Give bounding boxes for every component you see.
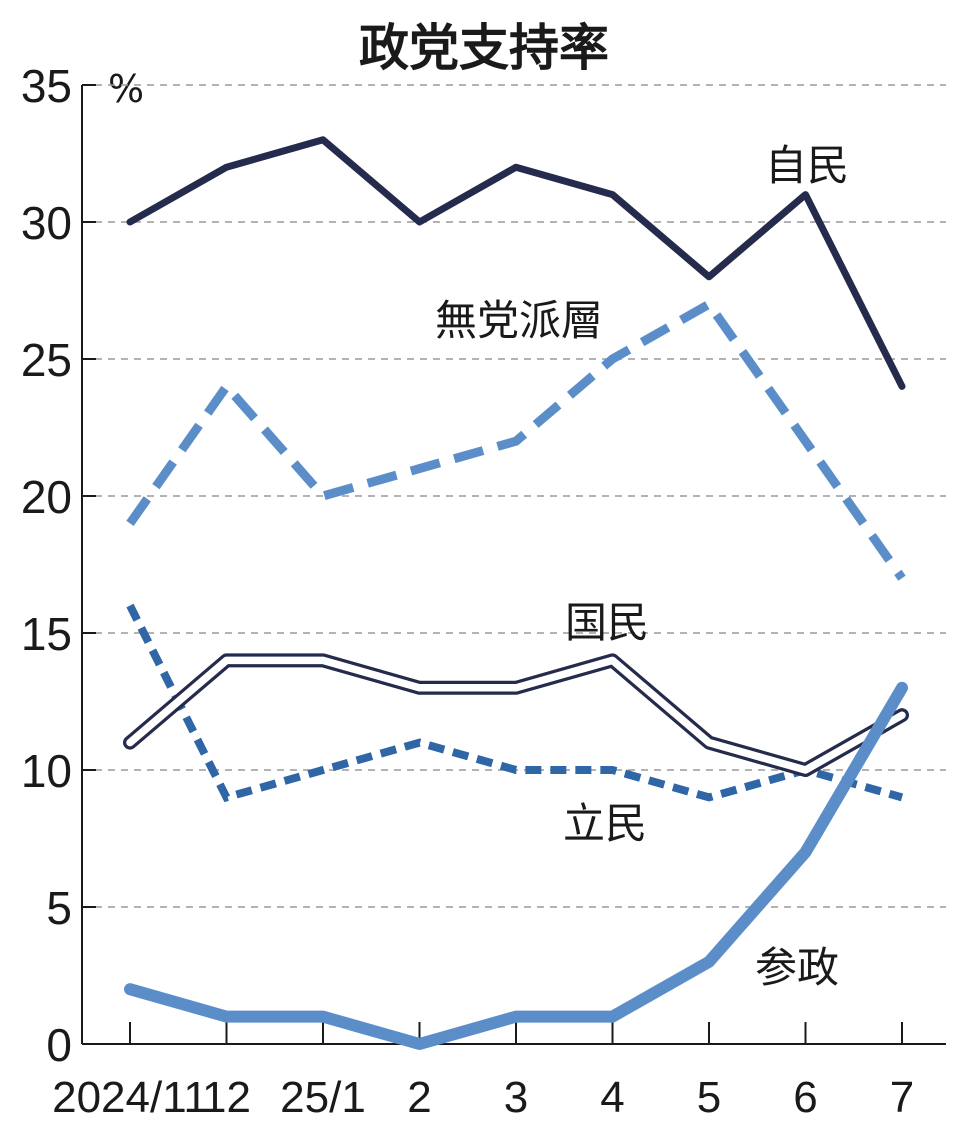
series-line-mutoha <box>126 298 906 581</box>
y-tick-label: 5 <box>46 882 72 934</box>
x-tick-label: 4 <box>600 1073 624 1122</box>
series-lines <box>123 136 909 1050</box>
y-tick-label: 30 <box>21 197 72 249</box>
x-tick-label: 25/1 <box>280 1073 366 1122</box>
x-tick-label: 2 <box>407 1073 431 1122</box>
y-tick-label: 35 <box>21 60 72 112</box>
series-label-rikken: 立民 <box>563 799 647 848</box>
y-tick-labels: 0 5 10 15 20 25 30 35 <box>21 60 72 1071</box>
axes <box>81 84 946 1045</box>
series-line-rikken <box>126 603 904 803</box>
series-line-kokumin-outer <box>123 653 909 777</box>
y-tick-label: 0 <box>46 1019 72 1071</box>
y-tick-label: 20 <box>21 471 72 523</box>
chart-title: 政党支持率 <box>359 19 609 77</box>
series-label-sansei: 参政 <box>755 943 839 992</box>
series-line-kokumin-inner <box>126 656 906 774</box>
series-line-jimin <box>126 136 906 390</box>
x-tick-label: 3 <box>504 1073 528 1122</box>
series-label-mutoha: 無党派層 <box>435 296 603 345</box>
series-line-sansei <box>124 681 908 1050</box>
y-tick-label: 10 <box>21 745 72 797</box>
x-tick-label: 6 <box>793 1073 817 1122</box>
grid-lines <box>82 84 946 908</box>
x-tick-label: 7 <box>890 1073 914 1122</box>
y-axis-unit: % <box>108 67 144 111</box>
y-tick-label: 15 <box>21 608 72 660</box>
series-label-jimin: 自民 <box>765 141 849 190</box>
x-tick-label: 12 <box>202 1073 251 1122</box>
x-tick-label: 5 <box>697 1073 721 1122</box>
y-tick-label: 25 <box>21 334 72 386</box>
x-tick-label: 2024/11 <box>52 1073 208 1122</box>
series-label-kokumin: 国民 <box>565 598 649 647</box>
